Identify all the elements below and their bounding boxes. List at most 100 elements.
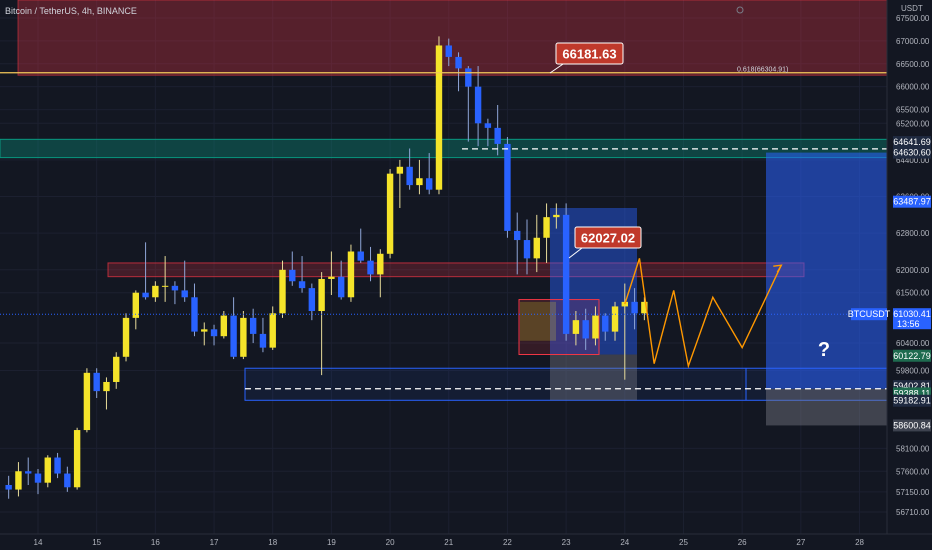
candle-body: [553, 214, 560, 218]
candle: [406, 148, 413, 190]
entry-box-gray: [550, 354, 637, 401]
candle-body: [572, 320, 580, 334]
candle-body: [201, 329, 208, 332]
candle-body: [445, 45, 452, 57]
time-axis[interactable]: [0, 534, 932, 550]
settings-icon[interactable]: [736, 6, 744, 14]
current-price-label: 61030.41: [893, 309, 931, 319]
price-tick-label: 64400.00: [896, 156, 930, 165]
candle-body: [474, 86, 482, 124]
candle-body: [377, 253, 384, 275]
price-tick-label: 58100.00: [896, 444, 930, 453]
candle: [474, 66, 482, 147]
consolidation-highlight: [520, 301, 556, 341]
question-mark: ?: [818, 339, 830, 361]
candle-body: [142, 292, 149, 298]
candle-body: [210, 329, 218, 337]
candle-body: [386, 173, 394, 254]
candle-body: [455, 56, 462, 69]
candle: [64, 466, 71, 492]
candle: [54, 452, 61, 479]
candle: [523, 219, 531, 275]
badge-fib-lower-bg: [893, 146, 931, 159]
candle-body: [308, 288, 316, 312]
candle: [269, 306, 276, 350]
candle: [514, 212, 521, 275]
time-tick-label: 19: [327, 538, 336, 547]
candle: [220, 311, 228, 339]
mid-price-label: 62027.02: [581, 231, 635, 246]
overlays-layer: [0, 72, 887, 390]
candle: [631, 288, 638, 330]
candle-body: [494, 127, 501, 144]
price-tick-label: 56710.00: [896, 508, 930, 517]
candle-body: [279, 269, 286, 314]
candle: [611, 301, 619, 341]
time-tick-label: 21: [444, 538, 453, 547]
price-tick-label: 65500.00: [896, 106, 930, 115]
candle-body: [240, 317, 247, 357]
candle-body: [484, 123, 492, 128]
candle-body: [337, 276, 345, 298]
high-price-callout: 66181.63: [549, 42, 624, 74]
candle: [572, 311, 580, 346]
candle: [289, 251, 296, 286]
price-tick-label: 62800.00: [896, 229, 930, 238]
resistance-zone: [17, 0, 888, 76]
candle: [602, 313, 609, 341]
projection-arrow-icon: [773, 264, 783, 273]
price-tick-label: 57600.00: [896, 467, 930, 476]
candle-body: [44, 457, 51, 483]
badge-support-green: 60122.79: [893, 351, 931, 361]
time-tick-label: 14: [34, 538, 43, 547]
price-tick-label: 60400.00: [896, 339, 930, 348]
mid-resistance-zone: [107, 262, 805, 278]
candle-body: [132, 292, 139, 318]
candle-body: [465, 68, 472, 87]
candle: [240, 311, 247, 360]
candle-body: [602, 315, 609, 332]
candle: [367, 246, 374, 282]
candle-body: [34, 473, 42, 483]
candle-body: [25, 471, 32, 474]
candle-body: [103, 381, 110, 392]
candle-body: [191, 297, 198, 332]
candle: [73, 427, 81, 490]
candle-body: [611, 306, 619, 332]
candle-body: [73, 430, 81, 488]
candle-body: [5, 484, 12, 490]
candle-body: [582, 320, 589, 339]
candle: [377, 249, 384, 298]
grid: [0, 0, 887, 534]
candle: [83, 368, 91, 433]
candle-body: [328, 276, 335, 279]
candle: [328, 251, 335, 295]
candle-body: [220, 315, 228, 337]
candle: [582, 308, 589, 350]
candle-body: [357, 251, 364, 261]
projection-path: [624, 258, 782, 369]
time-tick-label: 23: [562, 538, 571, 547]
candle-body: [289, 269, 296, 282]
candle: [504, 137, 511, 238]
time-tick-label: 26: [738, 538, 747, 547]
candle: [44, 455, 51, 488]
candle-body: [298, 281, 306, 289]
candle: [249, 308, 257, 344]
candle-body: [347, 251, 355, 298]
fib-level-label: 0.618(66304.91): [737, 67, 788, 74]
high-price-label: 66181.63: [562, 47, 616, 62]
time-axis-ticks: 14 15 16 17 18 19 20 21 22 23 24 25 26 27 28: [34, 538, 865, 547]
price-axis[interactable]: [887, 0, 932, 534]
candle-body: [367, 260, 374, 275]
price-tick-label: 66000.00: [896, 83, 930, 92]
candle: [553, 203, 560, 229]
candle: [191, 283, 198, 337]
candle: [5, 475, 12, 499]
candle: [230, 297, 237, 360]
badge-support-green-bg: [893, 349, 931, 362]
target-box-blue: [766, 152, 887, 389]
time-tick-label: 16: [151, 538, 160, 547]
